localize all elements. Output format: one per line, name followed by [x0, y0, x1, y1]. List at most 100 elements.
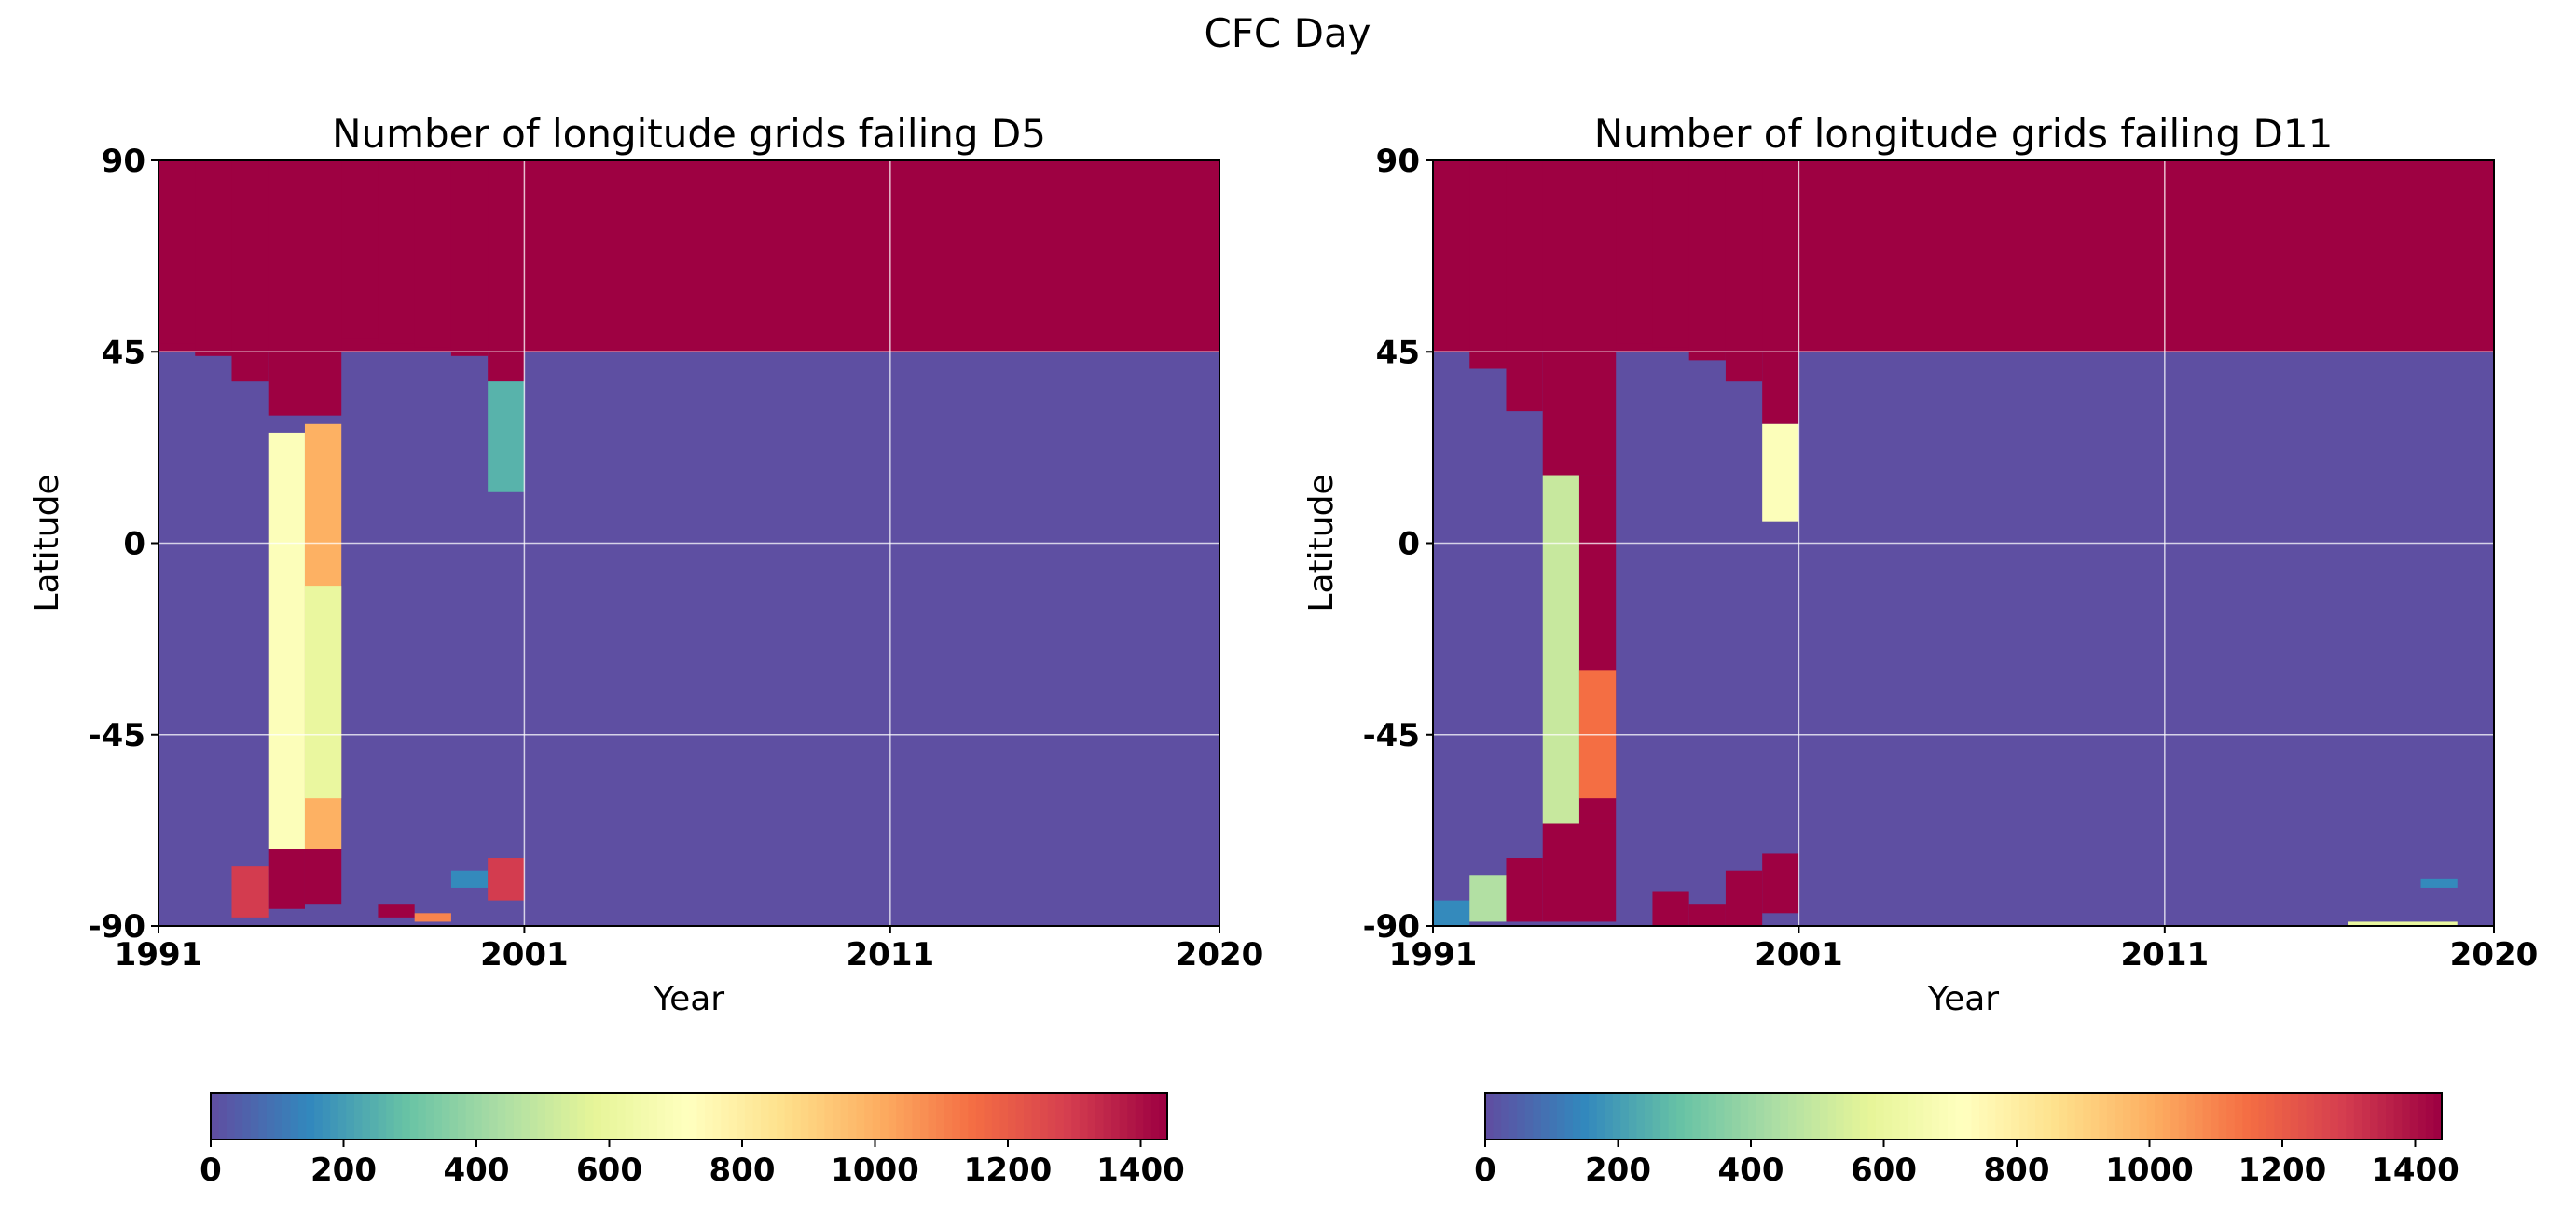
heatmap-cell [268, 432, 305, 849]
colorbar-segment [2146, 1093, 2156, 1139]
colorbar-segment [449, 1093, 459, 1139]
colorbar-segment [2425, 1093, 2435, 1139]
x-tick-label: 2020 [2450, 936, 2539, 974]
colorbar-segment [1055, 1093, 1065, 1139]
colorbar-segment [2067, 1093, 2076, 1139]
colorbar-segment [1103, 1093, 1112, 1139]
heatmap-cell [1652, 891, 1689, 926]
colorbar-segment [1024, 1093, 1033, 1139]
colorbar-segment [465, 1093, 475, 1139]
colorbar-segment [681, 1093, 690, 1139]
colorbar-segment [1079, 1093, 1089, 1139]
colorbar-segment [633, 1093, 642, 1139]
colorbar-segment [1804, 1093, 1813, 1139]
colorbar-segment [2090, 1093, 2101, 1139]
colorbar-segment [386, 1093, 395, 1139]
colorbar-segment [211, 1093, 220, 1139]
colorbar-segment [2202, 1093, 2211, 1139]
y-tick-label: 45 [1376, 334, 1420, 371]
colorbar-segment [672, 1093, 682, 1139]
colorbar-segment [1852, 1093, 1861, 1139]
colorbar-segment [2226, 1093, 2236, 1139]
colorbar-segment [1589, 1093, 1598, 1139]
colorbar-segment [744, 1093, 754, 1139]
colorbar-segment [346, 1093, 355, 1139]
colorbar-segment [991, 1093, 1001, 1139]
colorbar-segment [1143, 1093, 1152, 1139]
colorbar-segment [266, 1093, 276, 1139]
panel-2: 1991 2001 2011 2020 90 45 0 -45 -90 Number of lon… [1302, 111, 2538, 1189]
heatmap-cell [450, 870, 489, 888]
colorbar-segment [1947, 1093, 1957, 1139]
heatmap-cell [488, 381, 525, 492]
colorbar-segment [2099, 1093, 2108, 1139]
heatmap-cell [341, 160, 379, 339]
colorbar-segment [1127, 1093, 1136, 1139]
colorbar-tick-label: 0 [200, 1152, 222, 1189]
colorbar-tick-label: 600 [1851, 1152, 1917, 1189]
colorbar-segment [1843, 1093, 1853, 1139]
colorbar-segment [1756, 1093, 1766, 1139]
colorbar-segment [1796, 1093, 1805, 1139]
colorbar-segment [2170, 1093, 2180, 1139]
colorbar-segment [1573, 1093, 1582, 1139]
colorbar-segment [848, 1093, 858, 1139]
colorbar-segment [1540, 1093, 1550, 1139]
heatmap-cell [488, 858, 525, 901]
panel-title: Number of longitude grids failing D11 [1594, 111, 2334, 157]
colorbar-segment [497, 1093, 507, 1139]
heatmap-cell [450, 160, 489, 356]
colorbar-segment [1979, 1093, 1989, 1139]
colorbar-segment [1748, 1093, 1757, 1139]
colorbar-segment [784, 1093, 793, 1139]
heatmap-cell [1542, 475, 1579, 824]
colorbar-segment [2018, 1093, 2029, 1139]
colorbar-segment [1620, 1093, 1630, 1139]
colorbar-segment [2027, 1093, 2036, 1139]
colorbar-segment [1700, 1093, 1710, 1139]
colorbar-segment [760, 1093, 770, 1139]
colorbar-frame [210, 1092, 1168, 1140]
colorbar-tick-label: 1000 [831, 1152, 919, 1189]
heatmap-cell [1762, 160, 1799, 424]
colorbar-segment [1995, 1093, 2004, 1139]
colorbar-segment [1963, 1093, 1973, 1139]
colorbar-segment [314, 1093, 324, 1139]
y-axis-label: Latitude [28, 474, 66, 612]
heatmap-cell [1469, 160, 1507, 369]
heatmap-cell [1542, 823, 1617, 922]
y-tick-label: -45 [89, 717, 145, 754]
colorbar-segment [808, 1093, 818, 1139]
heatmap-cell [414, 160, 451, 348]
colorbar-segment [1732, 1093, 1742, 1139]
colorbar-segment [458, 1093, 467, 1139]
heatmap-cell [1762, 423, 1799, 522]
colorbar-segment [656, 1093, 667, 1139]
colorbar-segment [984, 1093, 993, 1139]
colorbar-tick-label: 200 [1585, 1152, 1651, 1189]
colorbar-tick-label: 1200 [964, 1152, 1053, 1189]
colorbar-segment [999, 1093, 1009, 1139]
colorbar-segment [2330, 1093, 2339, 1139]
colorbar-segment [2211, 1093, 2220, 1139]
colorbar-segment [2402, 1093, 2411, 1139]
colorbar-segment [1493, 1093, 1502, 1139]
colorbar-segment [537, 1093, 546, 1139]
colorbar-segment [2011, 1093, 2020, 1139]
colorbar-tick-label: 600 [576, 1152, 642, 1189]
heatmap-cell [1688, 904, 1726, 926]
colorbar-segment [1580, 1093, 1590, 1139]
colorbar-segment [944, 1093, 953, 1139]
colorbar-segment [840, 1093, 849, 1139]
heatmap-cell [378, 904, 415, 918]
colorbar-tick-label: 400 [444, 1152, 510, 1189]
colorbar-segment [1955, 1093, 1964, 1139]
colorbar-segment [402, 1093, 411, 1139]
panel-1: 1991 2001 2011 2020 90 45 0 -45 -90 Number of lon… [28, 111, 1263, 1189]
colorbar-segment [505, 1093, 515, 1139]
colorbar-segment [1692, 1093, 1701, 1139]
heatmap-cell [2420, 878, 2458, 888]
colorbar-segment [481, 1093, 491, 1139]
colorbar-tick-label: 400 [1718, 1152, 1784, 1189]
colorbar-segment [1676, 1093, 1686, 1139]
